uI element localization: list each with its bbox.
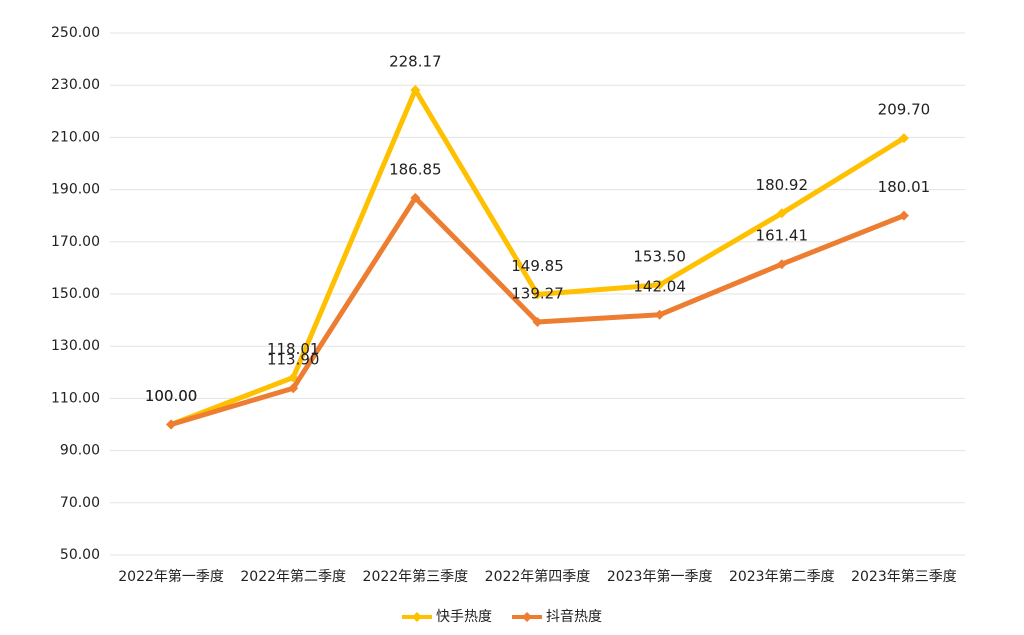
point-marker bbox=[776, 208, 787, 219]
data-label: 228.17 bbox=[389, 52, 442, 70]
y-tick-label: 190.00 bbox=[51, 182, 100, 198]
y-tick-label: 150.00 bbox=[51, 286, 100, 302]
x-tick-label: 2022年第三季度 bbox=[363, 568, 469, 585]
x-tick-label: 2023年第一季度 bbox=[607, 568, 713, 585]
data-label: 180.01 bbox=[878, 178, 931, 196]
data-label: 100.00 bbox=[145, 387, 198, 405]
x-tick-label: 2022年第四季度 bbox=[485, 568, 591, 585]
y-tick-label: 250.00 bbox=[51, 25, 100, 41]
data-label: 161.41 bbox=[756, 227, 809, 245]
data-label: 100.00 bbox=[145, 387, 198, 405]
point-marker bbox=[410, 84, 421, 95]
point-marker bbox=[654, 309, 665, 320]
legend-marker bbox=[522, 612, 532, 622]
point-marker bbox=[166, 419, 177, 430]
legend-marker bbox=[412, 612, 422, 622]
x-tick-label: 2023年第二季度 bbox=[729, 568, 835, 585]
point-marker bbox=[288, 383, 299, 394]
point-marker bbox=[898, 133, 909, 144]
point-marker bbox=[532, 289, 543, 300]
data-label: 142.04 bbox=[633, 277, 686, 295]
y-tick-label: 110.00 bbox=[51, 390, 100, 406]
y-tick-label: 70.00 bbox=[60, 495, 100, 511]
data-label: 209.70 bbox=[878, 101, 931, 119]
legend-label: 抖音热度 bbox=[546, 608, 602, 625]
point-marker bbox=[776, 259, 787, 270]
y-tick-label: 210.00 bbox=[51, 129, 100, 145]
y-tick-label: 230.00 bbox=[51, 77, 100, 93]
y-tick-label: 50.00 bbox=[60, 547, 100, 563]
data-label: 149.85 bbox=[511, 257, 564, 275]
point-marker bbox=[532, 317, 543, 328]
data-label: 118.01 bbox=[267, 340, 320, 358]
data-label: 186.85 bbox=[389, 160, 442, 178]
legend-label: 快手热度 bbox=[436, 609, 492, 625]
y-tick-label: 90.00 bbox=[60, 443, 100, 459]
data-label: 180.92 bbox=[756, 176, 809, 194]
data-label: 139.27 bbox=[511, 285, 564, 303]
point-marker bbox=[654, 279, 665, 290]
y-tick-label: 170.00 bbox=[51, 234, 100, 250]
point-marker bbox=[898, 210, 909, 221]
y-tick-label: 130.00 bbox=[51, 338, 100, 354]
data-label: 153.50 bbox=[633, 247, 686, 265]
point-marker bbox=[410, 192, 421, 203]
x-tick-label: 2022年第二季度 bbox=[240, 568, 346, 585]
x-tick-label: 2023年第三季度 bbox=[851, 568, 957, 585]
data-label: 113.90 bbox=[267, 351, 320, 369]
x-tick-label: 2022年第一季度 bbox=[118, 568, 224, 585]
